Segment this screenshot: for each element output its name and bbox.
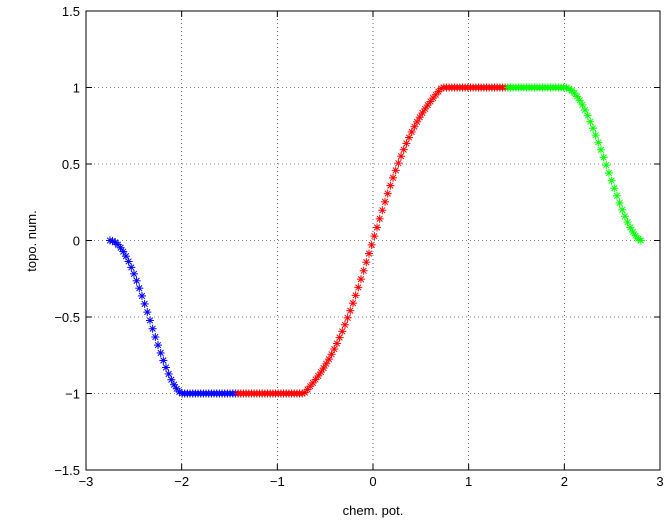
data-point-green	[602, 161, 611, 170]
data-point-blue	[127, 263, 136, 272]
data-point-red	[418, 108, 427, 117]
data-point-red	[354, 283, 363, 292]
x-tick-label: −1	[270, 474, 285, 489]
data-point-green	[626, 223, 635, 232]
data-point-blue	[159, 356, 168, 365]
data-point-red	[397, 152, 406, 161]
data-point-red	[356, 275, 365, 284]
data-point-red	[386, 181, 395, 190]
data-point-red	[335, 333, 344, 342]
data-point-red	[378, 206, 387, 215]
data-point-blue	[148, 324, 157, 333]
data-point-red	[383, 189, 392, 198]
data-point-red	[338, 327, 347, 336]
data-point-red	[405, 133, 414, 142]
data-point-blue	[135, 284, 144, 293]
data-point-green	[604, 168, 613, 177]
data-point-red	[348, 299, 357, 308]
data-point-blue	[156, 348, 165, 357]
data-point-green	[599, 153, 608, 162]
data-point-green	[583, 111, 592, 120]
x-tick-label: −2	[174, 474, 189, 489]
data-point-red	[316, 368, 325, 377]
data-point-blue	[140, 299, 149, 308]
data-point-red	[402, 139, 411, 148]
data-point-blue	[124, 257, 133, 266]
grid-lines	[86, 11, 660, 470]
data-point-red	[375, 214, 384, 223]
y-tick-label: 1	[73, 81, 80, 96]
data-point-red	[391, 166, 400, 175]
data-point-red	[346, 306, 355, 315]
x-tick-label: 0	[369, 474, 376, 489]
data-point-green	[591, 131, 600, 140]
data-point-blue	[132, 276, 141, 285]
y-tick-labels: −1.5 −1 −0.5 0 0.5 1 1.5	[54, 4, 80, 478]
x-axis-label: chem. pot.	[343, 503, 404, 518]
data-point-green	[596, 145, 605, 154]
data-point-red	[340, 320, 349, 329]
data-point-green	[607, 176, 616, 185]
data-point-blue	[145, 316, 154, 325]
y-axis-label: topo. num.	[24, 210, 39, 271]
data-point-green	[610, 184, 619, 193]
data-point-blue	[137, 291, 146, 300]
data-point-red	[343, 313, 352, 322]
y-tick-label: 0.5	[62, 157, 80, 172]
data-point-red	[389, 173, 398, 182]
data-point-green	[586, 117, 595, 126]
data-point-red	[399, 145, 408, 154]
data-point-red	[332, 339, 341, 348]
data-point-green	[612, 191, 621, 200]
data-point-blue	[164, 369, 173, 378]
data-point-green	[618, 205, 627, 214]
axis-ticks	[85, 10, 661, 471]
x-tick-labels: −3 −2 −1 0 1 2 3	[79, 474, 664, 489]
y-tick-label: −1.5	[54, 463, 80, 478]
y-tick-label: 1.5	[62, 4, 80, 19]
data-point-red	[373, 223, 382, 232]
data-point-blue	[151, 333, 160, 342]
data-point-red	[370, 232, 379, 241]
data-point-red	[413, 117, 422, 126]
data-point-green	[588, 124, 597, 133]
data-point-blue	[143, 308, 152, 317]
data-point-green	[578, 100, 587, 109]
data-point-blue	[170, 380, 179, 389]
data-point-red	[423, 101, 432, 110]
data-point-red	[319, 364, 328, 373]
x-tick-label: 3	[656, 474, 663, 489]
y-tick-label: 0	[73, 234, 80, 249]
data-point-green	[620, 212, 629, 221]
data-point-red	[351, 291, 360, 300]
data-point-blue	[153, 341, 162, 350]
data-point-red	[362, 258, 371, 267]
y-tick-label: −1	[65, 387, 80, 402]
data-point-green	[581, 105, 590, 114]
data-point-red	[359, 266, 368, 275]
data-point-red	[381, 197, 390, 206]
x-tick-label: 1	[465, 474, 472, 489]
data-point-red	[394, 159, 403, 168]
data-point-red	[367, 240, 376, 249]
data-point-green	[636, 236, 645, 245]
data-point-blue	[162, 363, 171, 372]
data-point-green	[594, 138, 603, 147]
x-tick-label: −3	[79, 474, 94, 489]
data-points	[105, 83, 645, 398]
data-point-green	[575, 96, 584, 105]
data-point-green	[615, 198, 624, 207]
data-point-blue	[119, 247, 128, 256]
y-tick-label: −0.5	[54, 310, 80, 325]
data-point-blue	[129, 269, 138, 278]
data-point-red	[364, 249, 373, 258]
data-point-red	[322, 359, 331, 368]
x-tick-label: 2	[561, 474, 568, 489]
data-point-red	[415, 113, 424, 122]
